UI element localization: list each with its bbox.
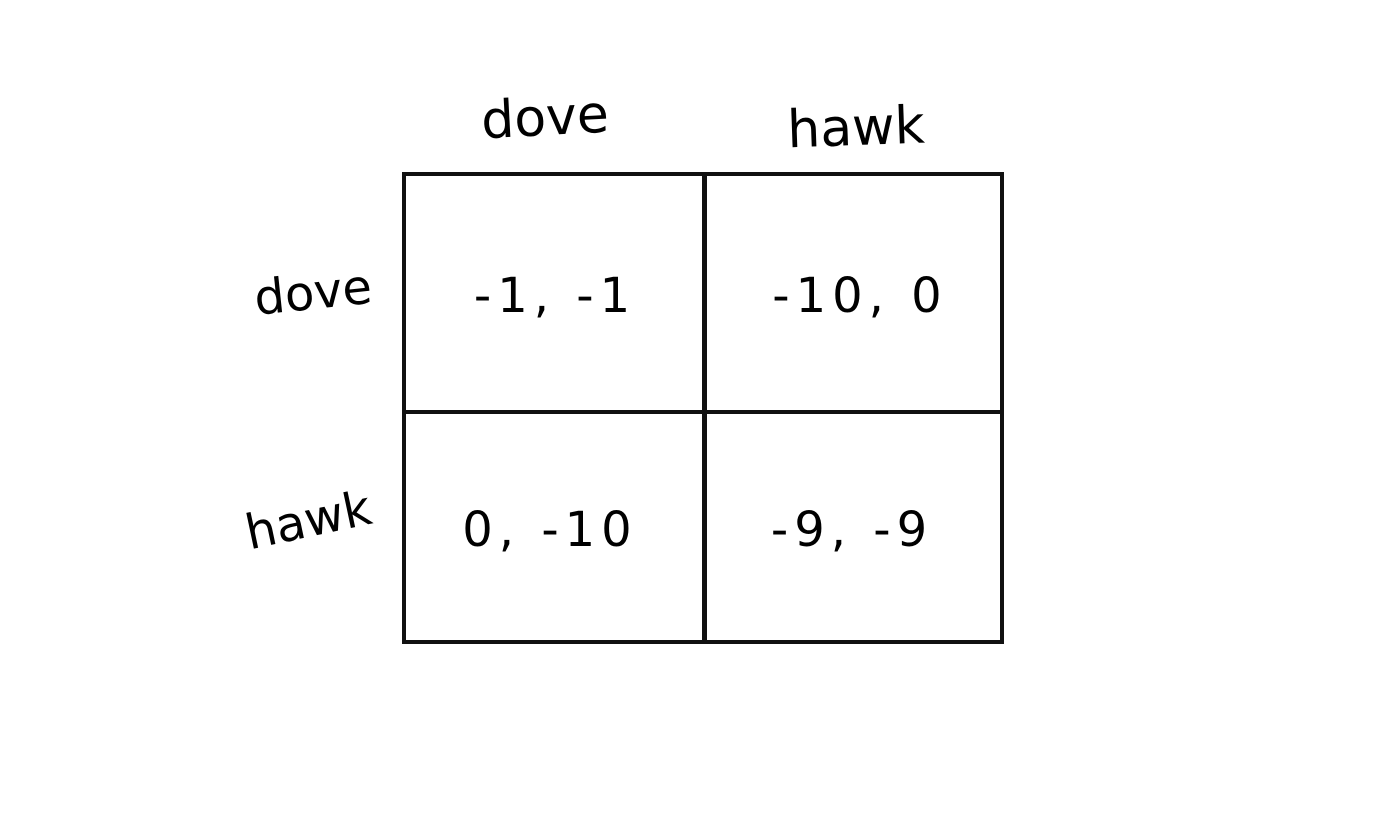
grid-divider-vertical <box>702 176 707 640</box>
cell-dove-hawk: -10, 0 <box>772 268 948 324</box>
row-label-dove: dove <box>251 258 375 327</box>
cell-hawk-hawk: -9, -9 <box>770 502 934 558</box>
column-label-dove: dove <box>479 84 611 152</box>
grid-divider-horizontal <box>406 410 1000 414</box>
cell-hawk-dove: 0, -10 <box>462 502 638 558</box>
cell-dove-dove: -1, -1 <box>473 268 637 324</box>
column-label-hawk: hawk <box>786 95 926 161</box>
row-label-hawk: hawk <box>240 480 377 562</box>
matrix-grid <box>402 172 1004 644</box>
